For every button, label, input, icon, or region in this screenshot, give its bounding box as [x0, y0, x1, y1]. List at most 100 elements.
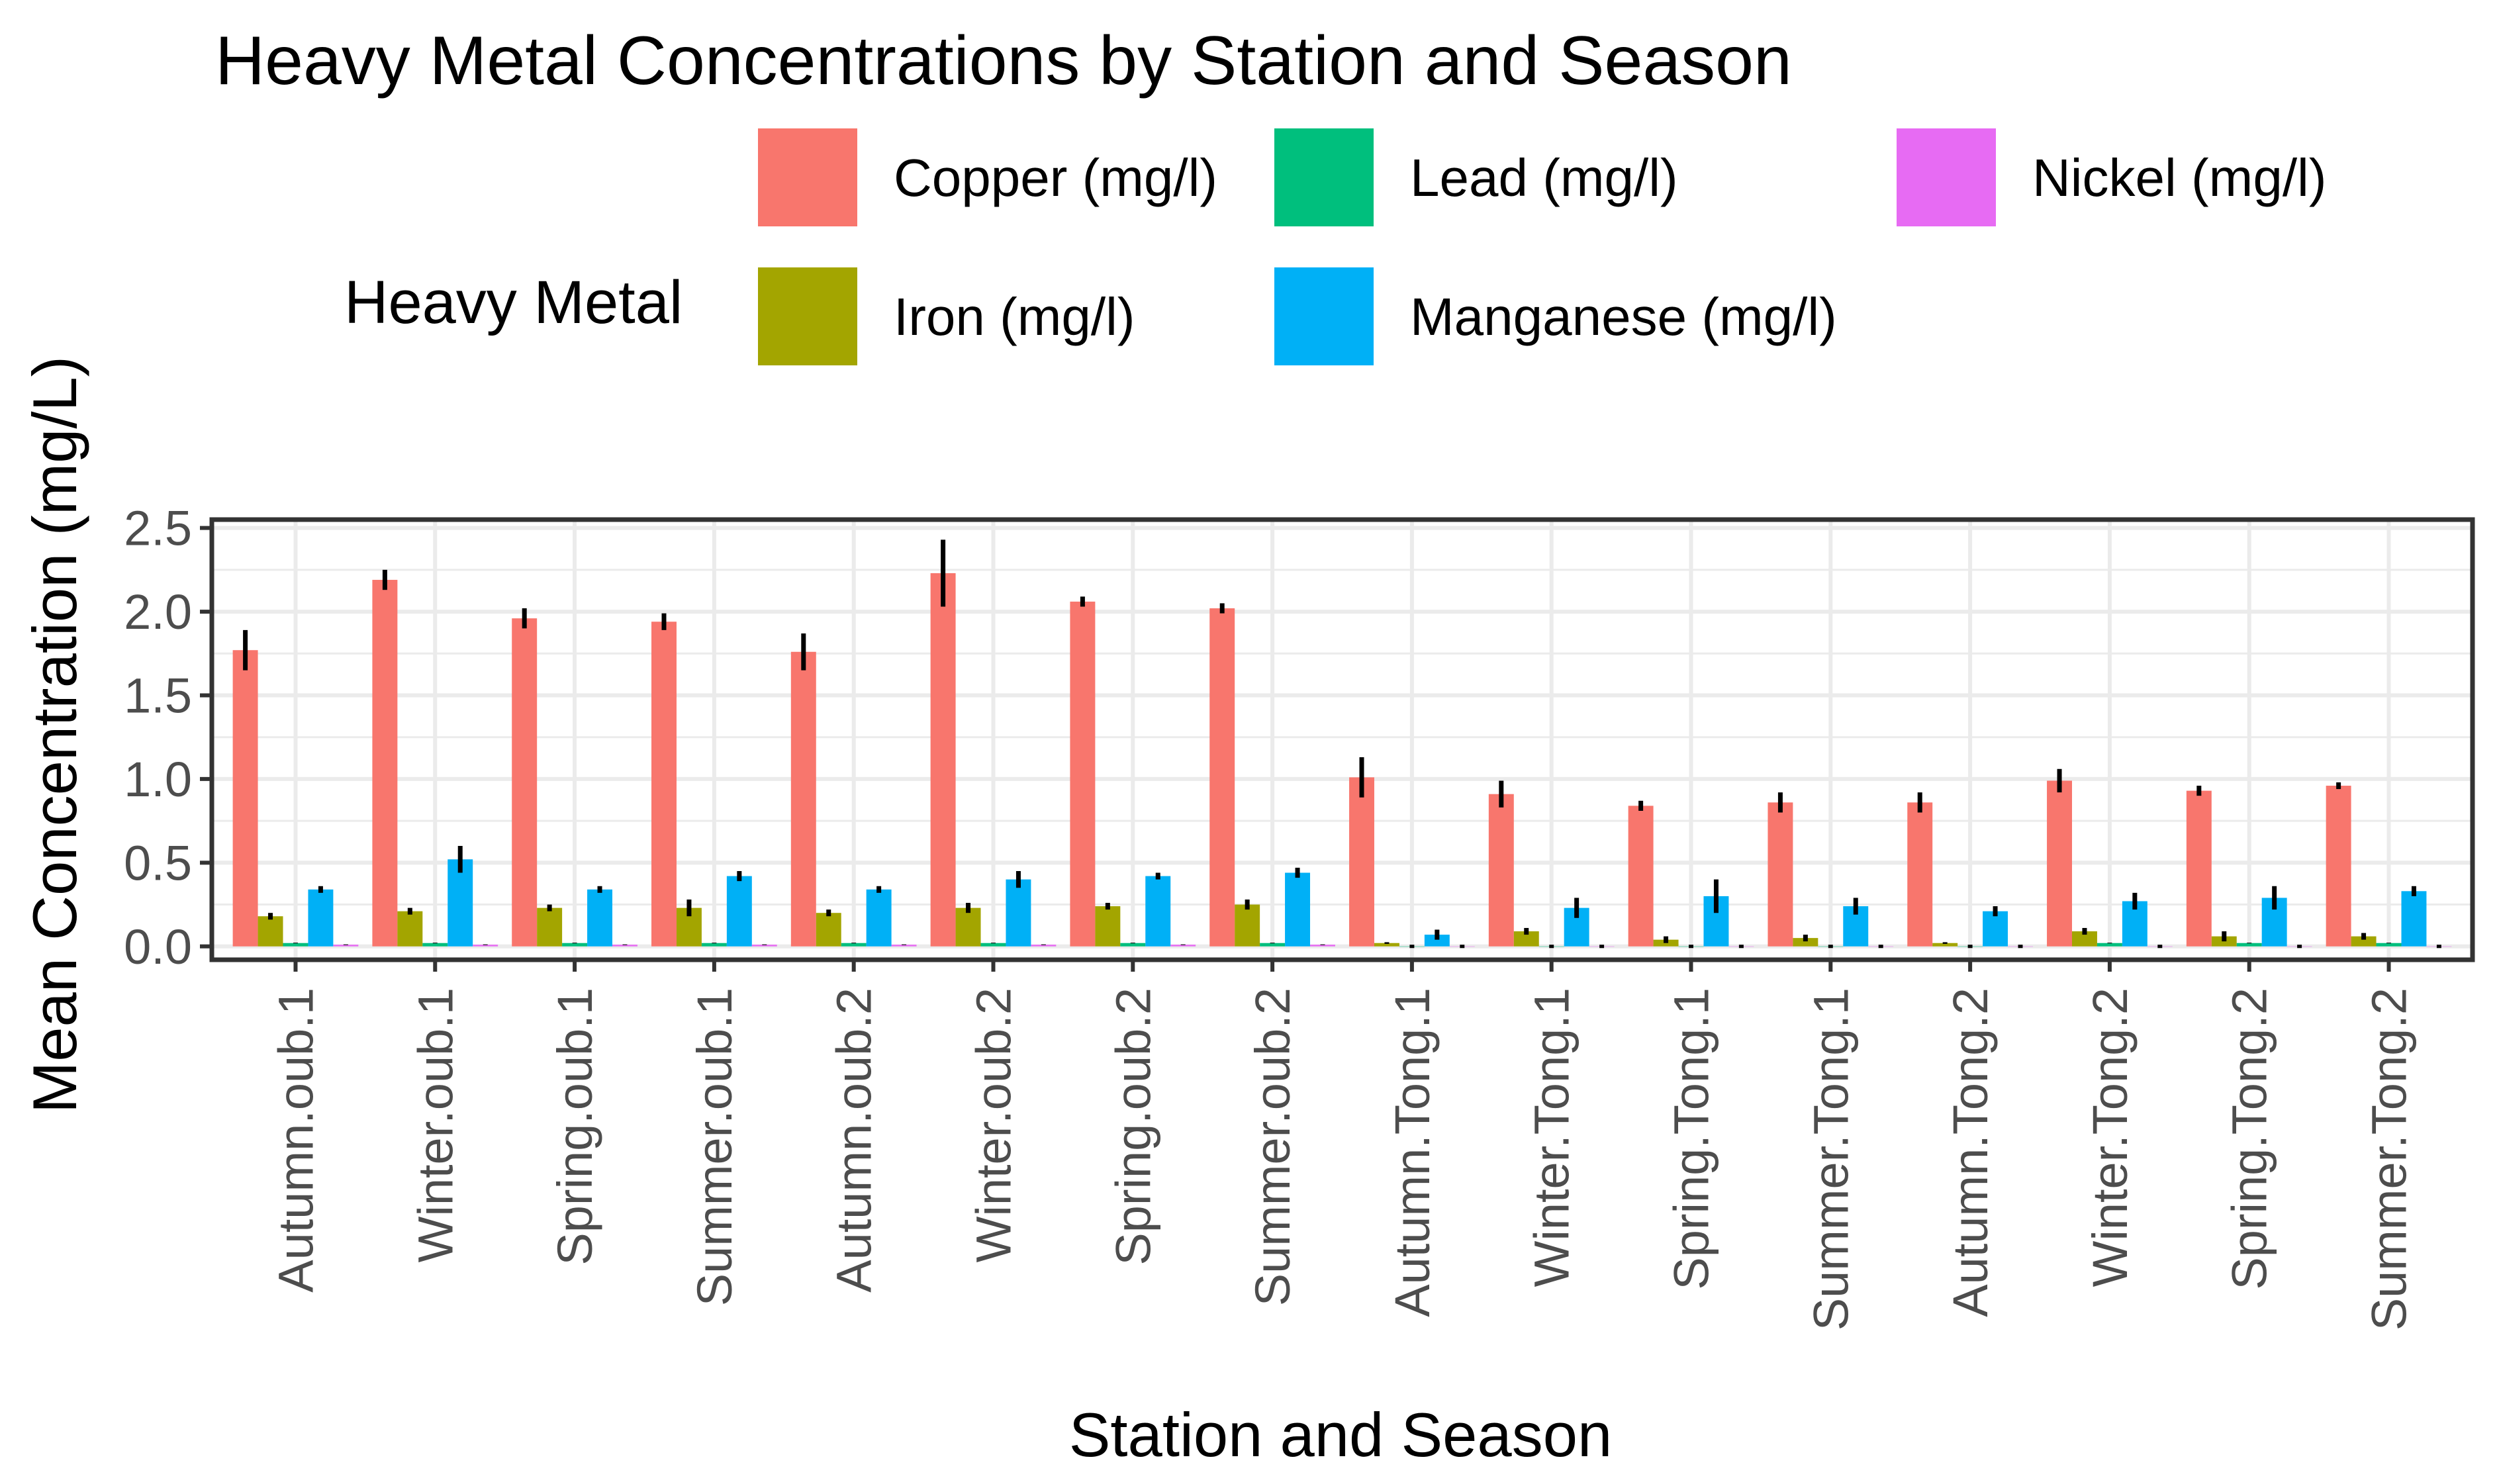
bar: [562, 943, 588, 947]
bar: [866, 889, 892, 947]
x-tick-label: Autumn.oub.2: [827, 988, 882, 1293]
x-tick-label: Spring.oub.1: [547, 988, 602, 1266]
bar: [2097, 943, 2122, 947]
bar: [448, 859, 473, 947]
y-tick-label: 1.5: [124, 668, 192, 723]
bar: [1488, 794, 1514, 947]
bar: [1006, 879, 1031, 947]
bar: [930, 573, 956, 947]
bar: [1374, 943, 1399, 947]
bar: [537, 907, 563, 947]
bar: [1424, 935, 1450, 947]
y-tick-label: 2.0: [124, 584, 192, 639]
legend-label: Manganese (mg/l): [1410, 287, 1837, 346]
legend-swatch: [1897, 128, 1996, 226]
bar: [816, 913, 841, 947]
y-tick-label: 0.5: [124, 835, 192, 890]
bar: [1628, 806, 1654, 947]
legend-item: Nickel (mg/l): [1897, 128, 2326, 226]
bar: [1793, 938, 1818, 947]
x-tick-label: Summer.Tong.1: [1803, 988, 1858, 1330]
bar: [258, 916, 283, 947]
legend-title: Heavy Metal: [344, 269, 683, 336]
bar: [1285, 872, 1311, 947]
legend-label: Nickel (mg/l): [2032, 148, 2326, 207]
panel-border: [209, 517, 2475, 962]
legend-swatch: [758, 267, 857, 365]
bar: [1349, 777, 1374, 947]
bar: [1983, 911, 2008, 947]
legend-label: Iron (mg/l): [894, 287, 1135, 346]
bar: [1070, 601, 1096, 947]
bar: [726, 876, 752, 947]
bar: [587, 889, 613, 947]
x-tick-label: Spring.oub.2: [1106, 988, 1160, 1266]
y-axis-title: Mean Concentration (mg/L): [20, 356, 89, 1113]
bar: [2326, 786, 2351, 947]
x-tick-label: Spring.Tong.2: [2222, 988, 2277, 1290]
bars: [232, 573, 2452, 947]
chart-title: Heavy Metal Concentrations by Station an…: [215, 23, 1792, 99]
legend-label: Lead (mg/l): [1410, 148, 1678, 207]
error-bars: [243, 539, 2441, 949]
legend-item: Manganese (mg/l): [1274, 267, 1837, 365]
legend-swatch: [1274, 267, 1374, 365]
bar: [1120, 943, 1146, 947]
bar: [232, 650, 258, 947]
x-tick-label: Spring.Tong.1: [1664, 988, 1719, 1290]
bar: [2401, 891, 2427, 947]
legend-item: Iron (mg/l): [758, 267, 1135, 365]
bar: [308, 889, 334, 947]
x-tick-label: Autumn.oub.1: [268, 988, 323, 1293]
bar: [1310, 945, 1335, 947]
bar: [473, 945, 498, 947]
x-tick-label: Winter.Tong.1: [1525, 988, 1580, 1287]
bar: [2376, 943, 2402, 947]
y-axis: 0.0 0.5 1.0 1.5 2.0 2.5: [124, 501, 212, 974]
bar: [955, 907, 981, 947]
bar: [751, 945, 777, 947]
x-tick-label: Autumn.Tong.1: [1385, 988, 1440, 1317]
panel-background: [212, 520, 2473, 960]
bar: [1260, 943, 1286, 947]
bar: [1768, 802, 1793, 947]
x-tick-label: Winter.oub.1: [408, 988, 463, 1262]
bar: [2236, 943, 2262, 947]
bar: [612, 945, 637, 947]
bar: [651, 622, 677, 947]
x-tick-label: Winter.Tong.2: [2083, 988, 2138, 1287]
bar: [790, 651, 816, 947]
legend: Copper (mg/l) Lead (mg/l) Nickel (mg/l) Iro…: [758, 128, 2326, 365]
x-tick-label: Winter.oub.2: [966, 988, 1021, 1262]
bar: [1145, 876, 1171, 947]
bar: [2186, 790, 2212, 947]
plot-area: [209, 517, 2475, 962]
legend-item: Lead (mg/l): [1274, 128, 1678, 226]
bar: [1907, 802, 1933, 947]
bar: [1209, 608, 1235, 947]
bar: [512, 618, 538, 947]
grid-major: [212, 520, 2473, 960]
bar: [1170, 945, 1196, 947]
x-tick-label: Autumn.Tong.2: [1943, 988, 1998, 1317]
bar: [372, 580, 398, 947]
bar: [2047, 780, 2072, 947]
y-tick-label: 1.0: [124, 752, 192, 807]
bar: [397, 911, 423, 947]
x-axis-title: Station and Season: [1069, 1400, 1613, 1469]
bar: [1932, 943, 1958, 947]
bar: [2351, 936, 2377, 947]
bar: [1513, 931, 1539, 947]
bar: [333, 945, 359, 947]
y-tick-label: 0.0: [124, 919, 192, 974]
legend-swatch: [758, 128, 857, 226]
y-tick-label: 2.5: [124, 501, 192, 556]
x-tick-label: Summer.Tong.2: [2362, 988, 2417, 1330]
bar: [841, 943, 867, 947]
bar: [1031, 945, 1057, 947]
x-tick-label: Summer.oub.2: [1245, 988, 1300, 1306]
legend-item: Copper (mg/l): [758, 128, 1217, 226]
bar: [1095, 906, 1121, 947]
bar: [980, 943, 1006, 947]
